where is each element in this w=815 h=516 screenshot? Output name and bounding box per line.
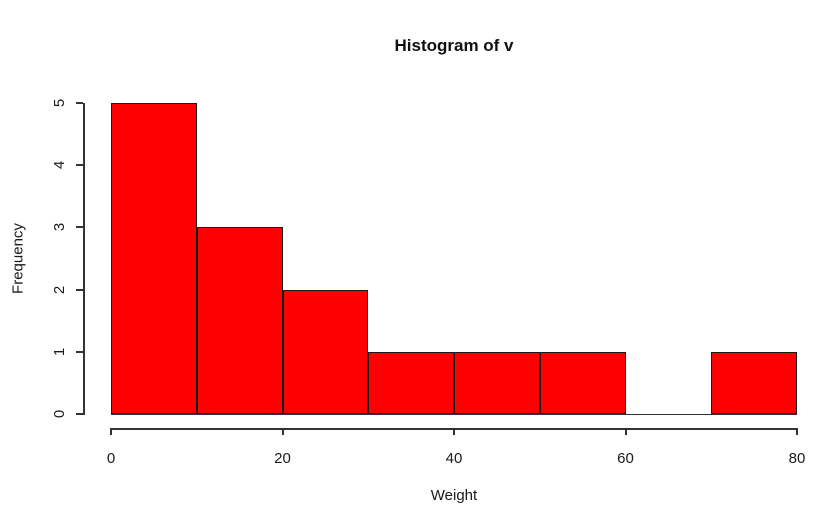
y-tick-label: 3 [51, 223, 68, 232]
y-tick [76, 288, 83, 291]
y-tick-label: 4 [51, 161, 68, 170]
y-axis-title: Frequency [9, 223, 27, 294]
histogram-bar [282, 289, 369, 414]
x-tick [281, 428, 284, 435]
y-tick [76, 164, 83, 167]
x-tick [453, 428, 455, 435]
y-tick-label: 0 [51, 409, 68, 419]
histogram-bar [711, 351, 797, 414]
y-tick [76, 350, 83, 353]
y-tick [76, 226, 83, 229]
histogram-bar [111, 103, 197, 414]
x-tick-label: 40 [445, 450, 463, 467]
x-tick [624, 428, 627, 435]
histogram-baseline [111, 414, 797, 415]
y-axis-line [83, 103, 85, 415]
y-tick [76, 413, 83, 415]
y-tick [76, 102, 83, 104]
histogram-bar [368, 351, 454, 414]
x-tick [796, 428, 798, 435]
x-tick-label: 20 [274, 450, 291, 467]
histogram-bar [196, 227, 283, 414]
x-axis-title: Weight [430, 487, 478, 504]
x-tick [110, 428, 112, 435]
y-tick-label: 1 [51, 347, 68, 356]
histogram-bar [454, 351, 540, 414]
x-tick-label: 80 [788, 450, 806, 467]
histogram-bar [539, 351, 626, 414]
y-tick-label: 5 [51, 98, 68, 108]
chart-title: Histogram of v [394, 36, 514, 55]
x-tick-label: 60 [617, 450, 634, 467]
plot-area [111, 103, 797, 415]
y-tick-label: 2 [51, 285, 68, 294]
x-tick-label: 0 [106, 450, 116, 467]
